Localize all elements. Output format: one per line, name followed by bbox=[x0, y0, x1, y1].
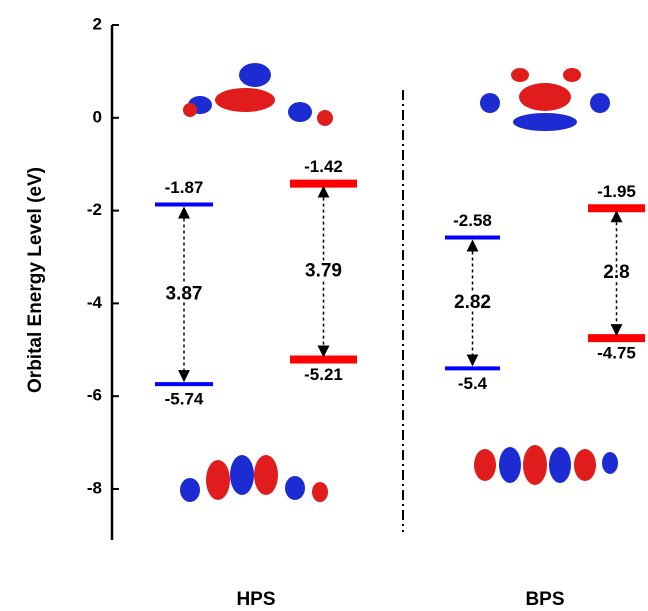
y-axis-label: Orbital Energy Level (eV) bbox=[25, 167, 46, 393]
lumo-label: -2.58 bbox=[453, 211, 492, 230]
y-tick-label: -6 bbox=[87, 386, 102, 405]
group-label: BPS bbox=[525, 589, 564, 610]
y-tick-label: -8 bbox=[87, 478, 102, 497]
orbital-images bbox=[180, 63, 618, 502]
gap-label: 3.87 bbox=[166, 283, 203, 304]
homo-label: -5.74 bbox=[165, 390, 204, 409]
y-tick-label: -2 bbox=[87, 200, 102, 219]
page: Orbital Energy Level (eV) 2 0 -2 -4 -6 -8 HPS -… bbox=[0, 0, 648, 611]
lumo-label: -1.42 bbox=[304, 157, 343, 176]
chart: Orbital Energy Level (eV) 2 0 -2 -4 -6 -8 HPS -… bbox=[0, 0, 648, 611]
lumo-label: -1.95 bbox=[597, 182, 636, 201]
gap-label: 2.8 bbox=[603, 262, 629, 283]
homo-label: -5.4 bbox=[458, 374, 488, 393]
y-tick-label: 2 bbox=[93, 14, 102, 33]
gap-label: 3.79 bbox=[305, 261, 342, 282]
y-tick-label: -4 bbox=[87, 293, 103, 312]
y-tick-label: 0 bbox=[93, 107, 102, 126]
group-label: HPS bbox=[236, 589, 275, 610]
homo-label: -5.21 bbox=[304, 365, 343, 384]
lumo-label: -1.87 bbox=[165, 178, 204, 197]
gap-label: 2.82 bbox=[454, 292, 491, 313]
homo-label: -4.75 bbox=[597, 344, 636, 363]
